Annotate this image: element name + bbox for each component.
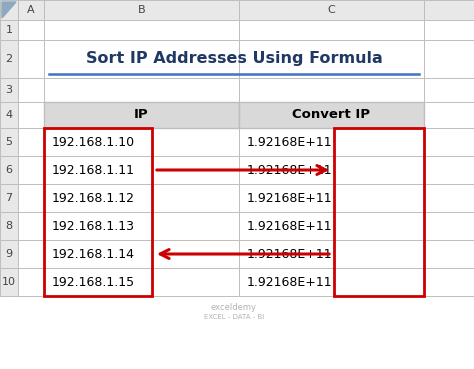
Bar: [424, 20, 474, 40]
Bar: [44, 184, 239, 212]
Bar: [44, 128, 239, 156]
Bar: [44, 102, 239, 128]
Bar: [0, 212, 18, 240]
Bar: [44, 212, 239, 240]
Bar: [424, 212, 474, 240]
Text: 2: 2: [5, 54, 13, 64]
Bar: [18, 102, 44, 128]
Text: 1.92168E+11: 1.92168E+11: [247, 192, 333, 204]
Text: EXCEL - DATA - BI: EXCEL - DATA - BI: [204, 314, 264, 320]
Bar: [0, 102, 18, 128]
Bar: [334, 128, 424, 296]
Bar: [0, 40, 18, 78]
Bar: [424, 102, 474, 128]
Text: 1.92168E+11: 1.92168E+11: [247, 220, 333, 232]
Bar: [0, 268, 18, 296]
Text: 1: 1: [6, 25, 12, 35]
Bar: [239, 156, 424, 184]
Text: 192.168.1.14: 192.168.1.14: [52, 248, 135, 261]
Bar: [18, 0, 44, 20]
Text: 192.168.1.12: 192.168.1.12: [52, 192, 135, 204]
Bar: [424, 128, 474, 156]
Text: 9: 9: [5, 249, 13, 259]
Bar: [239, 102, 424, 128]
Bar: [0, 20, 18, 40]
Text: IP: IP: [134, 108, 149, 121]
Text: 192.168.1.11: 192.168.1.11: [52, 163, 135, 176]
Bar: [44, 102, 239, 128]
Bar: [44, 128, 152, 296]
Bar: [44, 40, 239, 78]
Bar: [0, 128, 18, 156]
Bar: [239, 102, 424, 128]
Bar: [424, 40, 474, 78]
Text: exceldemy: exceldemy: [211, 303, 257, 313]
Text: 7: 7: [5, 193, 13, 203]
Bar: [0, 156, 18, 184]
Bar: [44, 20, 239, 40]
Bar: [0, 240, 18, 268]
Text: Convert IP: Convert IP: [292, 108, 371, 121]
Bar: [18, 78, 44, 102]
Text: 1.92168E+11: 1.92168E+11: [247, 276, 333, 289]
Bar: [424, 268, 474, 296]
Text: 192.168.1.15: 192.168.1.15: [52, 276, 135, 289]
Bar: [239, 40, 424, 78]
Bar: [18, 212, 44, 240]
Bar: [424, 78, 474, 102]
Bar: [239, 240, 424, 268]
Bar: [18, 184, 44, 212]
Bar: [44, 156, 239, 184]
Bar: [44, 0, 239, 20]
Bar: [424, 156, 474, 184]
Bar: [424, 184, 474, 212]
Bar: [239, 78, 424, 102]
Bar: [239, 212, 424, 240]
Bar: [239, 184, 424, 212]
Text: Sort IP Addresses Using Formula: Sort IP Addresses Using Formula: [86, 51, 383, 66]
Bar: [18, 156, 44, 184]
Text: 3: 3: [6, 85, 12, 95]
Bar: [239, 128, 424, 156]
Text: A: A: [27, 5, 35, 15]
Text: C: C: [328, 5, 336, 15]
Text: 6: 6: [6, 165, 12, 175]
Text: 192.168.1.13: 192.168.1.13: [52, 220, 135, 232]
Polygon shape: [2, 2, 16, 18]
Bar: [239, 20, 424, 40]
Bar: [0, 184, 18, 212]
Bar: [18, 20, 44, 40]
Bar: [18, 128, 44, 156]
Bar: [44, 78, 239, 102]
Bar: [18, 268, 44, 296]
Bar: [239, 268, 424, 296]
Bar: [0, 78, 18, 102]
Text: 1.92168E+11: 1.92168E+11: [247, 163, 333, 176]
Bar: [239, 0, 424, 20]
Bar: [18, 40, 44, 78]
Bar: [18, 240, 44, 268]
Bar: [44, 240, 239, 268]
Text: 5: 5: [6, 137, 12, 147]
Text: 4: 4: [5, 110, 13, 120]
Bar: [424, 240, 474, 268]
Bar: [44, 268, 239, 296]
Text: 8: 8: [5, 221, 13, 231]
Text: 10: 10: [2, 277, 16, 287]
Text: 1.92168E+11: 1.92168E+11: [247, 248, 333, 261]
Text: B: B: [137, 5, 146, 15]
Bar: [424, 0, 474, 20]
Text: 192.168.1.10: 192.168.1.10: [52, 135, 135, 148]
Bar: [0, 0, 18, 20]
Text: 1.92168E+11: 1.92168E+11: [247, 135, 333, 148]
